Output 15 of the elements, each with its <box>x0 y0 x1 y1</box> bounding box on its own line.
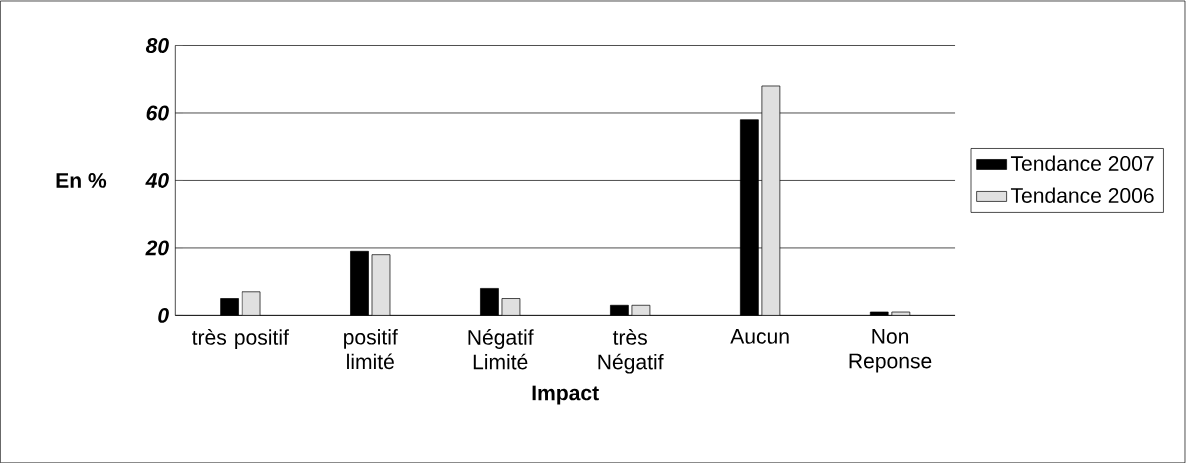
x-tick-label: positif limité <box>344 329 398 370</box>
x-tick-label: très Négatif <box>598 329 664 374</box>
y-tick-label: 40 <box>145 172 169 188</box>
legend-label: Tendance 2007 <box>1010 155 1154 171</box>
legend-label: Tendance 2006 <box>1010 187 1154 203</box>
y-tick-label: 0 <box>158 307 169 323</box>
y-tick-label: 80 <box>145 37 169 53</box>
y-axis-title: En % <box>56 172 107 188</box>
x-axis-title: Impact <box>532 385 599 405</box>
x-tick-label: Non Reponse <box>849 329 932 373</box>
x-tick-label: Aucun <box>730 329 789 344</box>
x-tick-label: Négatif Limité <box>468 329 534 370</box>
x-tick-label: très positif <box>192 329 289 349</box>
y-tick-label: 60 <box>146 105 169 121</box>
y-tick-label: 20 <box>145 240 169 256</box>
